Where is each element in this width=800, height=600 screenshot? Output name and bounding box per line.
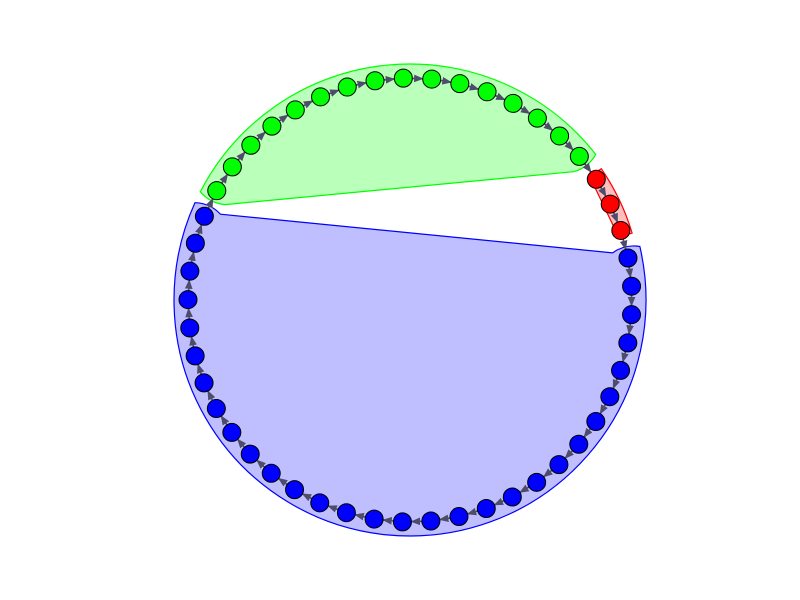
graph-node-green <box>208 182 226 200</box>
graph-node-blue <box>422 512 440 530</box>
graph-node-green <box>478 83 496 101</box>
graph-edge <box>189 280 190 290</box>
graph-edge <box>189 309 190 319</box>
graph-node-red <box>612 221 630 239</box>
graph-node-blue <box>528 473 546 491</box>
graph-edge <box>383 520 393 521</box>
graph-node-blue <box>393 513 411 531</box>
graph-node-blue <box>477 499 495 517</box>
graph-node-blue <box>179 291 197 309</box>
graph-node-green <box>242 136 260 154</box>
graph-node-blue <box>450 508 468 526</box>
graph-node-blue <box>241 445 259 463</box>
graph-node-blue <box>286 481 304 499</box>
graph-node-blue <box>503 488 521 506</box>
graph-node-blue <box>186 347 204 365</box>
graph-node-blue <box>365 510 383 528</box>
graph-node-blue <box>587 412 605 430</box>
graph-node-blue <box>181 319 199 337</box>
graph-node-green <box>528 109 546 127</box>
graph-node-red <box>587 170 605 188</box>
graph-node-green <box>312 88 330 106</box>
group-hulls <box>174 64 646 536</box>
graph-node-blue <box>623 277 641 295</box>
graph-node-blue <box>601 388 619 406</box>
graph-node-green <box>286 101 304 119</box>
graph-node-blue <box>262 464 280 482</box>
graph-node-blue <box>195 374 213 392</box>
graph-node-green <box>451 75 469 93</box>
graph-node-blue <box>195 207 213 225</box>
graph-node-blue <box>550 456 568 474</box>
graph-node-blue <box>207 400 225 418</box>
graph-node-blue <box>337 504 355 522</box>
graph-node-blue <box>186 234 204 252</box>
graph-node-green <box>504 94 522 112</box>
graph-node-green <box>366 72 384 90</box>
graph-node-blue <box>619 334 637 352</box>
graph-node-red <box>601 195 619 213</box>
graph-node-blue <box>612 361 630 379</box>
graph-node-blue <box>223 423 241 441</box>
graph-node-green <box>570 147 588 165</box>
graph-node-green <box>394 69 412 87</box>
graph-edge <box>384 79 394 80</box>
graph-node-green <box>551 127 569 145</box>
graph-node-green <box>423 70 441 88</box>
graph-node-blue <box>619 249 637 267</box>
graph-node-blue <box>311 494 329 512</box>
graph-node-green <box>223 158 241 176</box>
graph-node-green <box>263 117 281 135</box>
graph-node-blue <box>623 306 641 324</box>
graph-node-blue <box>181 262 199 280</box>
graph-node-green <box>338 78 356 96</box>
hull-blue <box>174 203 646 536</box>
graph-node-blue <box>570 435 588 453</box>
